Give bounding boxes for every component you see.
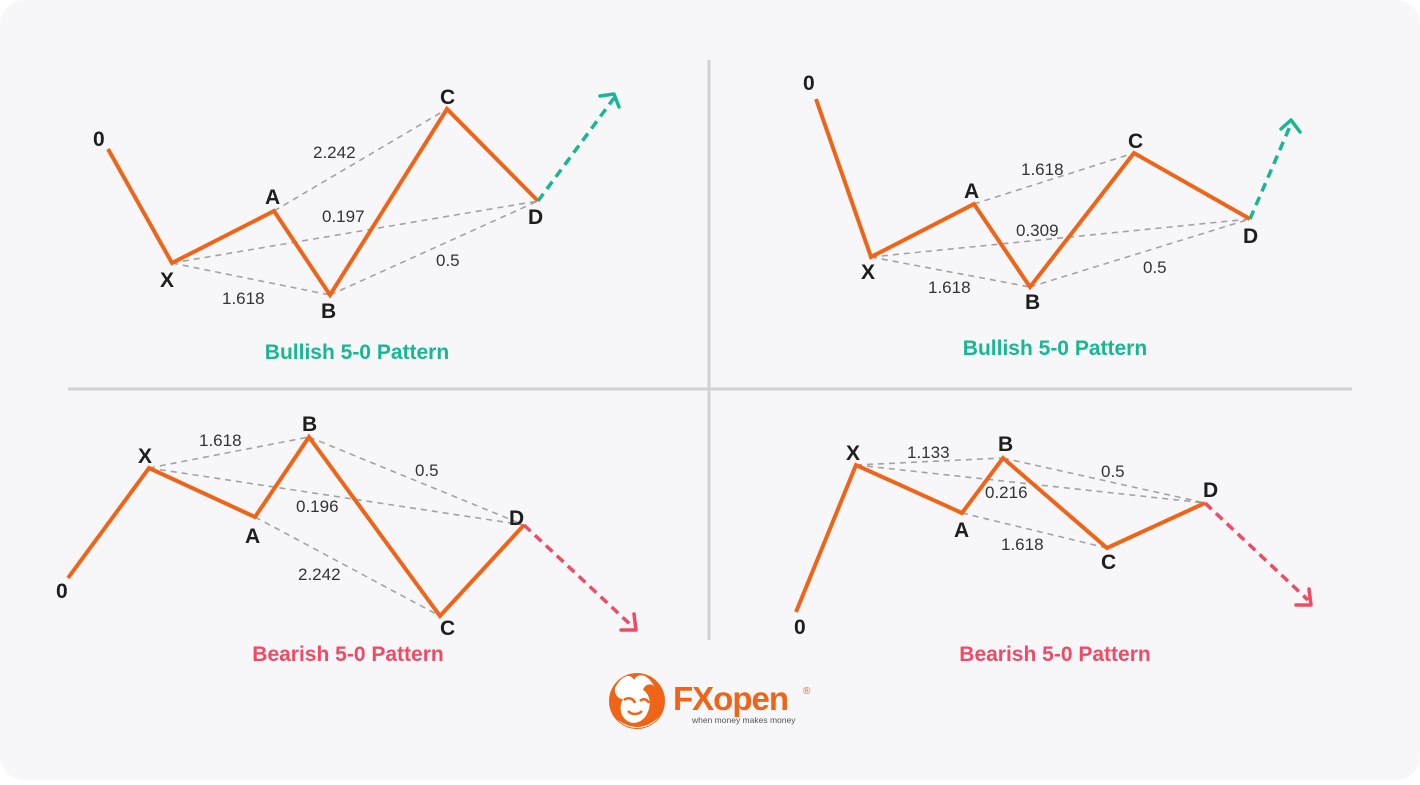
up-arrow-icon — [1279, 118, 1302, 134]
brand-logo: FXopen ® when money makes money — [609, 673, 811, 729]
fib-guide-lines — [870, 152, 1251, 288]
point-label-a: A — [954, 519, 969, 542]
point-label-d: D — [1203, 479, 1218, 502]
panel-title: Bullish 5-0 Pattern — [963, 337, 1147, 360]
ratio-label: 0.5 — [1143, 258, 1167, 277]
point-label-0: 0 — [93, 128, 105, 151]
ratio-label: 1.618 — [928, 278, 971, 297]
ratio-label: 0.197 — [322, 207, 365, 226]
projection-arrow-line — [1203, 501, 1310, 602]
ratio-label: 0.5 — [415, 461, 439, 480]
ratio-label: 0.196 — [296, 497, 339, 516]
ratio-label: 1.618 — [1021, 160, 1064, 179]
projection-arrow-line — [536, 96, 616, 203]
point-label-x: X — [846, 442, 860, 465]
point-label-c: C — [440, 617, 455, 640]
point-label-b: B — [302, 413, 317, 436]
point-label-0: 0 — [803, 72, 815, 95]
up-arrow-icon — [598, 92, 621, 109]
ratio-label: 2.242 — [313, 143, 356, 162]
ratio-label: 0.309 — [1016, 221, 1059, 240]
down-arrow-icon — [619, 612, 638, 632]
point-label-c: C — [440, 86, 455, 109]
brand-tagline: when money makes money — [691, 715, 796, 725]
point-label-0: 0 — [794, 616, 806, 639]
ratio-label: 1.618 — [1001, 535, 1044, 554]
panel-top-right: 0 X A B C D 1.618 0.309 0.5 1.618 Bullis… — [803, 72, 1302, 360]
wave-line — [106, 105, 540, 299]
registered-mark: ® — [803, 686, 811, 697]
point-label-x: X — [160, 269, 174, 292]
bull-head-icon — [609, 673, 665, 729]
projection-arrow-line — [522, 523, 635, 629]
point-label-c: C — [1101, 551, 1116, 574]
ratio-label: 1.618 — [222, 289, 265, 308]
point-label-x: X — [861, 261, 875, 284]
ratio-label: 0.5 — [1101, 462, 1125, 481]
point-label-a: A — [964, 180, 979, 203]
panel-title: Bearish 5-0 Pattern — [959, 643, 1150, 666]
point-label-d: D — [1243, 225, 1258, 248]
point-label-x: X — [138, 445, 152, 468]
point-label-a: A — [245, 525, 260, 548]
panel-bottom-right: 0 X A B C D 1.133 0.5 0.216 1.618 Bearis… — [794, 433, 1313, 666]
point-label-b: B — [1025, 291, 1040, 314]
wave-line — [794, 455, 1206, 613]
wave-line — [814, 98, 1251, 291]
fib-guide-lines — [148, 436, 525, 617]
panel-top-left: 0 X A B C D 2.242 0.197 0.5 1.618 Bullis… — [93, 86, 621, 364]
brand-name: FXopen — [673, 680, 788, 717]
ratio-label: 0.5 — [436, 251, 460, 270]
fib-guide-lines — [171, 108, 539, 296]
panel-title: Bearish 5-0 Pattern — [252, 643, 443, 666]
down-arrow-icon — [1294, 587, 1313, 607]
ratio-label: 1.133 — [907, 443, 950, 462]
ratio-label: 0.216 — [985, 483, 1028, 502]
projection-arrow-line — [1248, 123, 1293, 220]
wave-line — [66, 433, 526, 620]
panel-title: Bullish 5-0 Pattern — [265, 341, 449, 364]
fib-guide-lines — [855, 457, 1206, 549]
point-label-c: C — [1128, 130, 1143, 153]
point-label-d: D — [509, 507, 524, 530]
point-label-0: 0 — [56, 580, 68, 603]
point-label-d: D — [528, 206, 543, 229]
point-label-b: B — [998, 433, 1013, 456]
point-label-a: A — [265, 186, 280, 209]
panel-bottom-left: 0 X A B C D 1.618 0.5 0.196 2.242 Bearis… — [56, 413, 638, 666]
point-label-b: B — [321, 300, 336, 323]
ratio-label: 1.618 — [199, 431, 242, 450]
ratio-label: 2.242 — [298, 565, 341, 584]
